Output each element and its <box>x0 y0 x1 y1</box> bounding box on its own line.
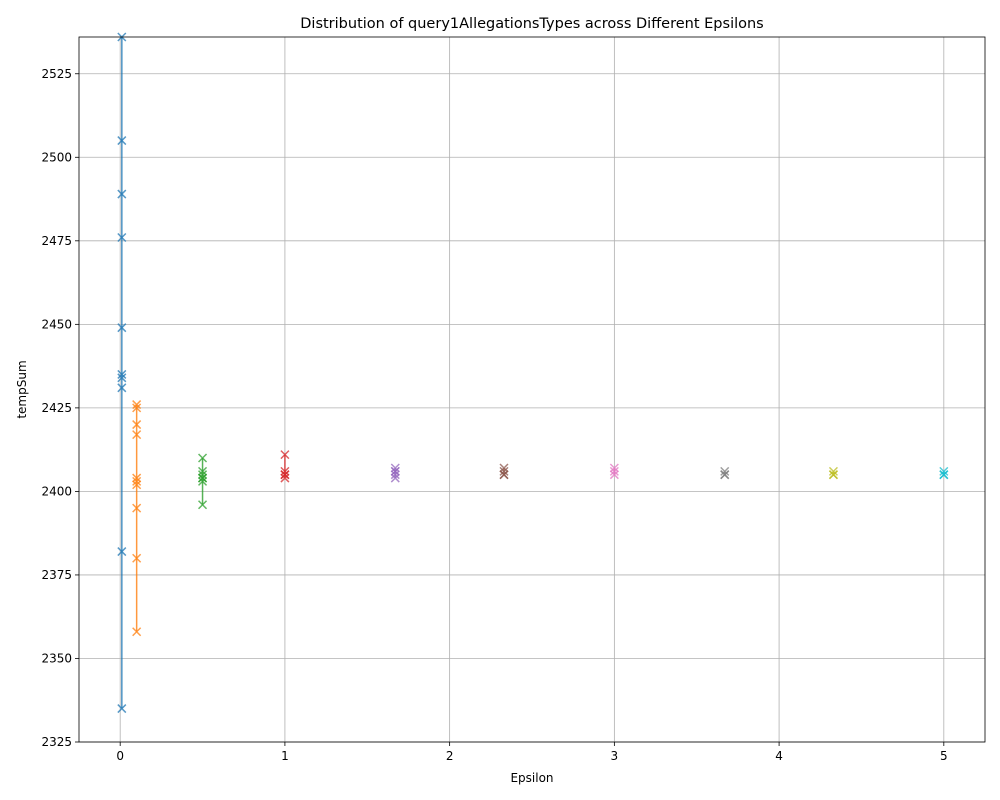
x-tick-label: 5 <box>940 749 948 763</box>
series-group <box>609 463 619 480</box>
chart-title: Distribution of query1AllegationsTypes a… <box>300 16 764 32</box>
axes <box>78 36 986 743</box>
data-point-marker <box>117 373 127 383</box>
data-point-marker <box>720 466 730 476</box>
data-point-marker <box>132 420 142 430</box>
data-point-marker <box>609 470 619 480</box>
data-point-marker <box>132 503 142 513</box>
x-tick-label: 0 <box>116 749 124 763</box>
data-point-marker <box>132 403 142 413</box>
data-point-marker <box>117 323 127 333</box>
data-point-marker <box>117 369 127 379</box>
series-group <box>939 466 949 480</box>
series-group <box>499 463 509 480</box>
data-point-marker <box>390 470 400 480</box>
y-tick-label: 2500 <box>41 150 72 164</box>
data-point-marker <box>828 470 838 480</box>
data-point-marker <box>390 463 400 473</box>
data-point-marker <box>939 470 949 480</box>
y-tick-label: 2325 <box>41 735 72 749</box>
data-point-marker <box>280 473 290 483</box>
data-point-marker <box>132 476 142 486</box>
series-group <box>390 463 400 483</box>
x-axis-ticks: 0 1 2 3 4 5 <box>116 742 948 763</box>
data-point-marker <box>198 500 208 510</box>
data-point-marker <box>132 627 142 637</box>
series-group <box>198 453 208 510</box>
data-point-marker <box>117 189 127 199</box>
y-tick-label: 2350 <box>41 651 72 665</box>
series-group <box>720 466 730 480</box>
data-point-marker <box>939 466 949 476</box>
data-point-marker <box>198 470 208 480</box>
data-point-marker <box>609 466 619 476</box>
data-point-marker <box>280 466 290 476</box>
data-point-marker <box>609 463 619 473</box>
data-point-marker <box>117 383 127 393</box>
y-tick-label: 2475 <box>41 234 72 248</box>
data-point-marker <box>132 480 142 490</box>
x-axis-label: Epsilon <box>510 771 553 785</box>
data-point-marker <box>117 232 127 243</box>
y-tick-label: 2400 <box>41 484 72 498</box>
data-point-marker <box>390 466 400 476</box>
series-group <box>828 466 838 480</box>
data-point-marker <box>132 430 142 440</box>
x-tick-label: 2 <box>446 749 454 763</box>
data-point-marker <box>390 473 400 483</box>
data-point-marker <box>117 136 127 146</box>
y-tick-label: 2425 <box>41 401 72 415</box>
data-point-marker <box>720 470 730 480</box>
y-axis-ticks: 2325 2350 2375 2400 2425 2450 2475 2500 2525 <box>41 67 79 749</box>
series-group <box>280 450 290 483</box>
y-tick-label: 2525 <box>41 67 72 81</box>
series-group <box>117 32 949 714</box>
grid <box>79 37 985 743</box>
data-point-marker <box>499 470 509 480</box>
data-point-marker <box>198 476 208 486</box>
series-group <box>117 32 127 714</box>
data-point-marker <box>280 470 290 480</box>
data-point-marker <box>198 466 208 476</box>
data-point-marker <box>117 704 127 714</box>
y-axis-label: tempSum <box>15 360 29 418</box>
x-tick-label: 1 <box>281 749 289 763</box>
data-point-marker <box>117 547 127 557</box>
plot-frame <box>78 36 986 743</box>
y-tick-label: 2450 <box>41 317 72 331</box>
data-point-marker <box>132 473 142 483</box>
data-point-marker <box>198 453 208 463</box>
series-group <box>132 400 142 637</box>
x-tick-label: 4 <box>775 749 783 763</box>
data-point-marker <box>499 463 509 473</box>
x-tick-label: 3 <box>611 749 619 763</box>
data-point-marker <box>828 466 838 476</box>
data-point-marker <box>280 450 290 460</box>
data-point-marker <box>198 473 208 483</box>
data-point-marker <box>132 400 142 410</box>
data-point-marker <box>132 553 142 563</box>
data-point-marker <box>499 466 509 476</box>
y-tick-label: 2375 <box>41 568 72 582</box>
